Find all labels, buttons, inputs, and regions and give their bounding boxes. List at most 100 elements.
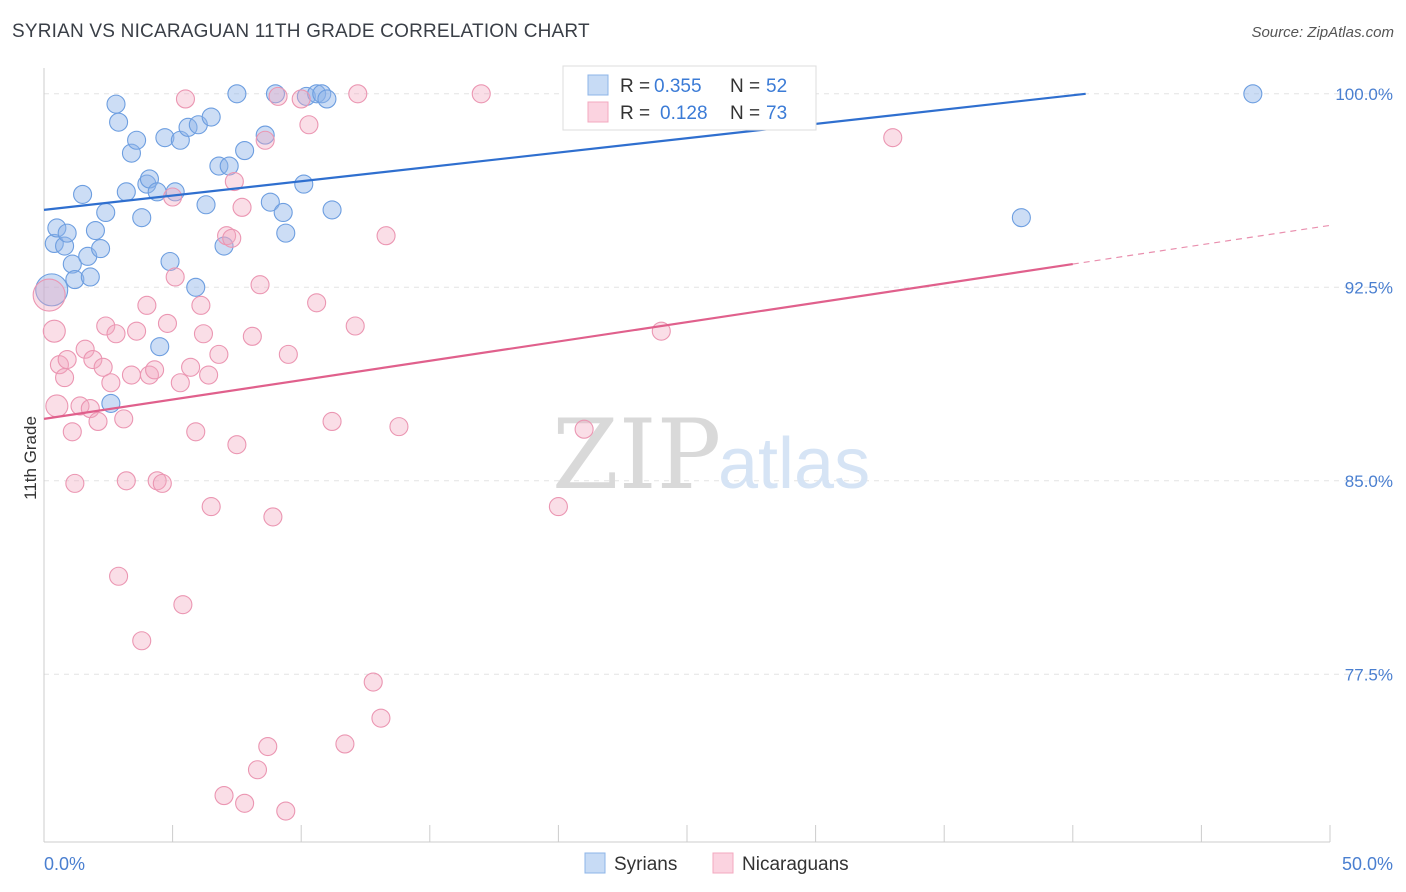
data-point-syrians bbox=[155, 128, 175, 148]
data-point-syrians bbox=[35, 273, 69, 307]
data-point-syrians bbox=[150, 337, 170, 357]
data-point-nicaraguans bbox=[209, 344, 229, 364]
bottom-legend-swatch-nicaraguans bbox=[712, 852, 734, 874]
data-point-nicaraguans bbox=[232, 197, 252, 217]
legend-n-value-nicaraguans: 73 bbox=[766, 103, 787, 124]
data-point-nicaraguans bbox=[471, 84, 491, 104]
data-point-syrians bbox=[137, 174, 157, 194]
data-point-nicaraguans bbox=[186, 422, 206, 442]
data-points bbox=[32, 84, 1263, 821]
data-point-nicaraguans bbox=[181, 357, 201, 377]
y-tick-labels: 100.0% 92.5% 85.0% 77.5% bbox=[1335, 85, 1393, 684]
y-tick-label: 92.5% bbox=[1345, 278, 1393, 297]
data-point-nicaraguans bbox=[201, 497, 221, 517]
watermark-zip: ZIP bbox=[552, 399, 721, 511]
data-point-nicaraguans bbox=[139, 365, 160, 385]
data-point-nicaraguans bbox=[75, 339, 95, 359]
legend-n-label-syrians: N = bbox=[730, 76, 760, 97]
y-tick-label: 100.0% bbox=[1335, 85, 1393, 104]
data-point-nicaraguans bbox=[193, 324, 214, 344]
data-point-nicaraguans bbox=[217, 226, 237, 246]
series-syrians bbox=[35, 84, 1263, 413]
data-point-syrians bbox=[132, 208, 152, 228]
source-credit: Source: ZipAtlas.com bbox=[1251, 24, 1394, 41]
data-point-nicaraguans bbox=[883, 128, 903, 148]
series-nicaraguans bbox=[32, 84, 903, 821]
data-point-nicaraguans bbox=[345, 316, 365, 336]
data-point-nicaraguans bbox=[389, 417, 409, 437]
data-point-nicaraguans bbox=[114, 409, 134, 429]
data-point-nicaraguans bbox=[175, 89, 196, 109]
data-point-syrians bbox=[116, 182, 136, 202]
data-point-nicaraguans bbox=[116, 471, 136, 491]
data-point-syrians bbox=[307, 84, 327, 104]
data-point-nicaraguans bbox=[106, 324, 126, 344]
trend-lines bbox=[43, 92, 1331, 420]
data-point-nicaraguans bbox=[145, 360, 165, 380]
data-point-nicaraguans bbox=[127, 321, 147, 341]
data-point-nicaraguans bbox=[363, 672, 383, 692]
data-point-nicaraguans bbox=[65, 473, 85, 493]
data-point-nicaraguans bbox=[173, 595, 193, 615]
data-point-nicaraguans bbox=[45, 394, 69, 418]
data-point-syrians bbox=[80, 267, 100, 287]
axes bbox=[43, 68, 1331, 843]
legend-n-value-syrians: 52 bbox=[766, 76, 787, 97]
legend-r-label-nicaraguans: R = bbox=[620, 103, 650, 124]
data-point-syrians bbox=[294, 174, 314, 194]
data-point-nicaraguans bbox=[152, 473, 172, 493]
data-point-syrians bbox=[121, 143, 141, 163]
data-point-syrians bbox=[312, 84, 332, 104]
trend-line-nicaraguans bbox=[43, 262, 1073, 420]
data-point-syrians bbox=[85, 220, 105, 241]
data-point-nicaraguans bbox=[307, 293, 327, 313]
data-point-syrians bbox=[209, 156, 229, 176]
data-point-syrians bbox=[160, 251, 180, 272]
data-point-nicaraguans bbox=[224, 171, 244, 192]
y-tick-label: 85.0% bbox=[1345, 472, 1393, 491]
data-point-nicaraguans bbox=[548, 497, 568, 517]
data-point-nicaraguans bbox=[109, 566, 129, 586]
data-point-syrians bbox=[109, 112, 129, 132]
data-point-syrians bbox=[317, 89, 337, 109]
bottom-legend-label-nicaraguans: Nicaraguans bbox=[742, 854, 849, 875]
legend-r-value-nicaraguans: 0.128 bbox=[660, 103, 708, 124]
data-point-syrians bbox=[196, 195, 216, 215]
data-point-nicaraguans bbox=[235, 793, 255, 813]
data-point-nicaraguans bbox=[191, 295, 211, 315]
data-point-nicaraguans bbox=[165, 267, 185, 287]
bottom-legend-swatch-syrians bbox=[584, 852, 606, 874]
data-point-syrians bbox=[260, 192, 280, 212]
data-point-syrians bbox=[276, 223, 296, 243]
data-point-syrians bbox=[227, 84, 247, 104]
legend-r-label-syrians: R = bbox=[620, 76, 650, 97]
data-point-nicaraguans bbox=[55, 368, 75, 388]
data-point-syrians bbox=[91, 239, 111, 259]
x-tick-label-min: 0.0% bbox=[44, 854, 85, 874]
data-point-nicaraguans bbox=[250, 275, 270, 295]
data-point-nicaraguans bbox=[42, 319, 66, 343]
data-point-nicaraguans bbox=[258, 736, 278, 757]
data-point-nicaraguans bbox=[291, 89, 311, 109]
data-point-nicaraguans bbox=[83, 349, 103, 370]
data-point-nicaraguans bbox=[247, 760, 268, 780]
data-point-nicaraguans bbox=[101, 373, 121, 393]
data-point-syrians bbox=[265, 84, 286, 104]
data-point-nicaraguans bbox=[376, 226, 396, 246]
trend-extension-nicaraguans bbox=[1072, 224, 1331, 265]
data-point-nicaraguans bbox=[199, 365, 219, 385]
data-point-syrians bbox=[62, 254, 82, 274]
y-axis-label: 11th Grade bbox=[21, 416, 40, 500]
data-point-syrians bbox=[106, 94, 126, 114]
watermark: ZIP atlas bbox=[552, 399, 870, 511]
trend-line-syrians bbox=[43, 92, 1086, 211]
chart-title: SYRIAN VS NICARAGUAN 11TH GRADE CORRELAT… bbox=[12, 21, 590, 42]
data-point-nicaraguans bbox=[170, 373, 190, 393]
data-point-nicaraguans bbox=[147, 471, 167, 491]
data-point-nicaraguans bbox=[255, 130, 275, 150]
data-point-nicaraguans bbox=[263, 507, 283, 527]
data-point-nicaraguans bbox=[242, 326, 262, 346]
data-point-nicaraguans bbox=[335, 734, 355, 754]
data-point-nicaraguans bbox=[62, 422, 82, 442]
data-point-nicaraguans bbox=[268, 86, 288, 106]
